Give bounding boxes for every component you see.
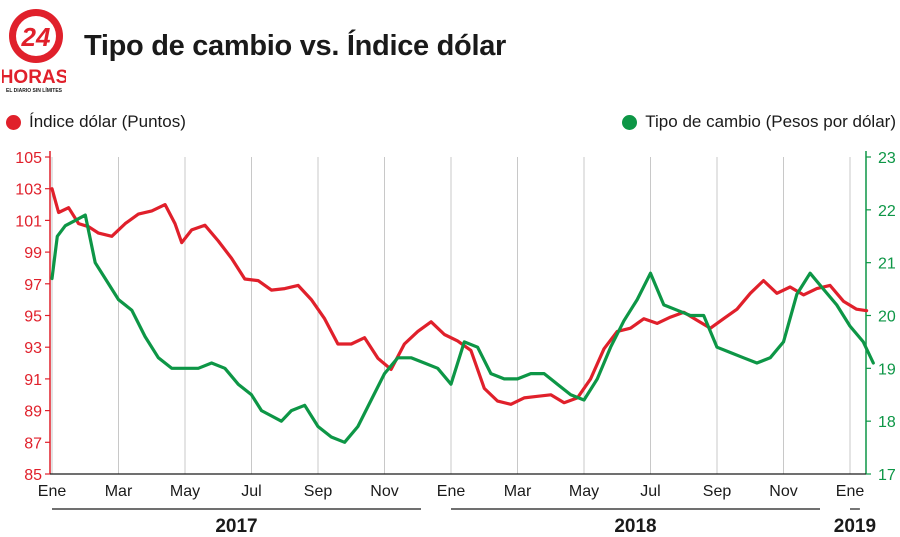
x-tick-label: May <box>569 483 599 500</box>
year-label: 2017 <box>215 516 257 537</box>
series-line-exchange <box>50 213 875 444</box>
left-tick-label: 93 <box>24 340 42 357</box>
x-tick-label: Mar <box>504 483 532 500</box>
series-line-index <box>50 187 869 406</box>
logo-brand: HORAS <box>2 67 66 88</box>
left-tick-label: 97 <box>24 277 42 294</box>
x-tick-label: Jul <box>640 483 660 500</box>
left-tick-label: 105 <box>15 150 42 167</box>
legend-exchange-label: Tipo de cambio (Pesos por dólar) <box>645 112 896 131</box>
left-tick-label: 85 <box>24 467 42 484</box>
logo-number: 24 <box>21 22 51 52</box>
x-tick-label: Ene <box>836 483 865 500</box>
brand-logo: 24 HORAS EL DIARIO SIN LÍMITES <box>0 4 68 94</box>
x-tick-label: Jul <box>241 483 261 500</box>
page-title: Tipo de cambio vs. Índice dólar <box>84 30 507 62</box>
right-tick-label: 20 <box>878 309 896 326</box>
legend-index: Índice dólar (Puntos) <box>6 112 186 132</box>
left-tick-label: 87 <box>24 435 42 452</box>
legend-green-dot <box>622 114 638 130</box>
right-tick-label: 23 <box>878 150 896 167</box>
right-tick-label: 21 <box>878 256 896 273</box>
right-tick-label: 19 <box>878 361 896 378</box>
x-tick-label: Ene <box>437 483 466 500</box>
legend-red-dot <box>6 114 21 130</box>
x-tick-label: Nov <box>769 483 797 500</box>
logo-inner-circle <box>16 16 56 56</box>
left-tick-label: 95 <box>24 309 42 326</box>
year-label: 2018 <box>614 516 656 537</box>
x-tick-label: Sep <box>703 483 732 500</box>
left-tick-label: 103 <box>15 182 42 199</box>
x-tick-label: Sep <box>304 483 333 500</box>
left-tick-label: 89 <box>24 404 42 421</box>
left-tick-label: 91 <box>24 372 42 389</box>
left-tick-label: 99 <box>24 245 42 262</box>
legend-exchange: Tipo de cambio (Pesos por dólar) <box>622 112 896 132</box>
right-tick-label: 17 <box>878 467 896 484</box>
x-tick-label: Nov <box>370 483 398 500</box>
left-tick-label: 101 <box>15 213 42 230</box>
x-tick-label: Mar <box>105 483 133 500</box>
x-tick-label: Ene <box>38 483 67 500</box>
right-tick-label: 22 <box>878 203 896 220</box>
right-tick-label: 18 <box>878 414 896 431</box>
logo-tagline: EL DIARIO SIN LÍMITES <box>6 86 63 94</box>
x-tick-label: May <box>170 483 200 500</box>
year-label: 2019 <box>834 516 876 537</box>
legend-index-label: Índice dólar (Puntos) <box>29 112 186 131</box>
